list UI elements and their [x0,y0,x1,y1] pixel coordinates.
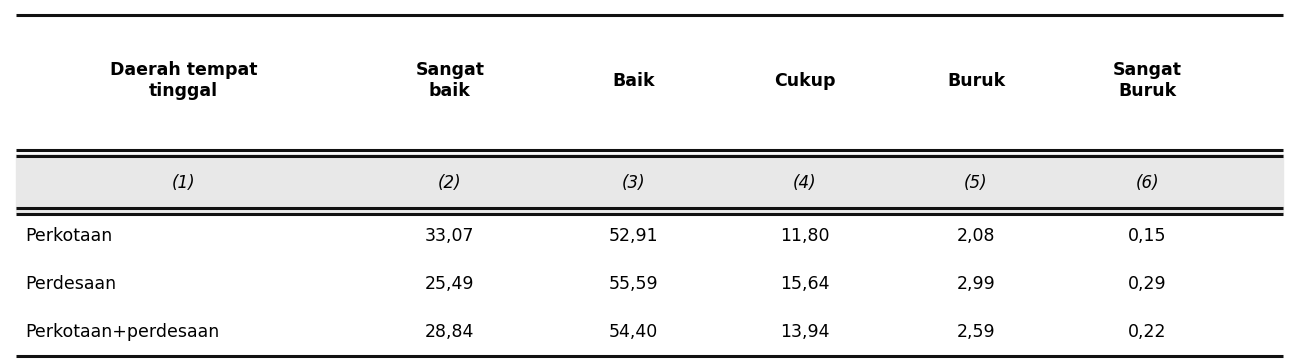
Text: Perkotaan: Perkotaan [26,227,113,245]
Text: (1): (1) [171,174,195,192]
Text: 52,91: 52,91 [609,227,659,245]
Text: 2,99: 2,99 [956,275,995,293]
Text: Sangat
baik: Sangat baik [416,61,485,100]
Text: 0,15: 0,15 [1128,227,1167,245]
Text: Buruk: Buruk [947,72,1005,90]
Bar [16,154,1283,212]
Text: 28,84: 28,84 [425,323,474,341]
Text: 0,29: 0,29 [1128,275,1167,293]
Text: (4): (4) [792,174,817,192]
Text: (2): (2) [438,174,461,192]
Text: (6): (6) [1135,174,1159,192]
Text: (5): (5) [964,174,987,192]
Text: Perdesaan: Perdesaan [26,275,117,293]
Text: 2,08: 2,08 [957,227,995,245]
Text: (3): (3) [622,174,646,192]
Text: 15,64: 15,64 [781,275,830,293]
Text: 33,07: 33,07 [425,227,474,245]
Text: 11,80: 11,80 [781,227,830,245]
Text: Cukup: Cukup [774,72,835,90]
Text: 55,59: 55,59 [609,275,659,293]
Text: 0,22: 0,22 [1128,323,1167,341]
Text: Sangat
Buruk: Sangat Buruk [1113,61,1182,100]
Text: 2,59: 2,59 [956,323,995,341]
Text: Baik: Baik [612,72,655,90]
Text: Daerah tempat
tinggal: Daerah tempat tinggal [110,61,257,100]
Text: 25,49: 25,49 [425,275,474,293]
Text: 13,94: 13,94 [781,323,830,341]
Text: Perkotaan+perdesaan: Perkotaan+perdesaan [26,323,220,341]
Text: 54,40: 54,40 [609,323,659,341]
